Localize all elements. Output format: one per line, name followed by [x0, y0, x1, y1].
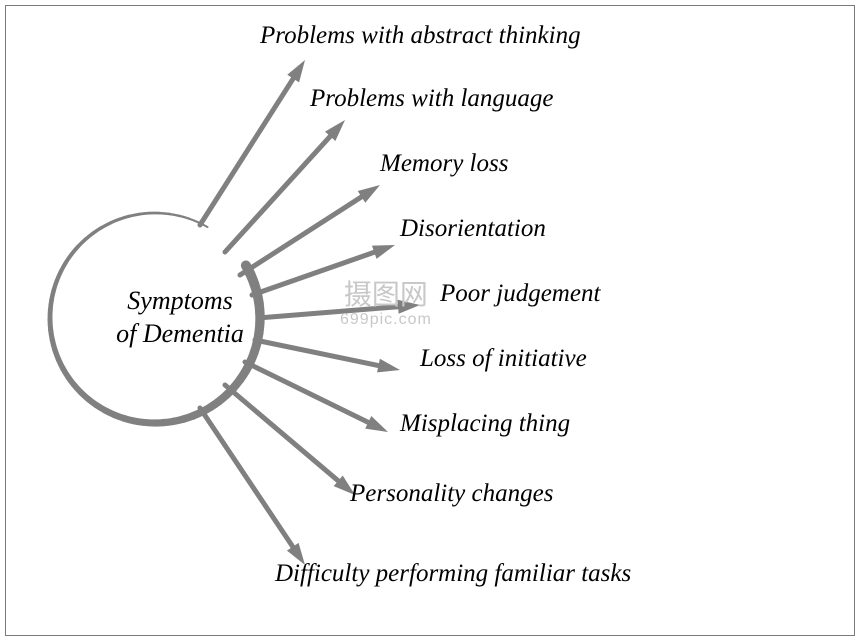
symptom-label: Disorientation: [400, 215, 546, 243]
arrow-head-icon: [377, 359, 400, 373]
arrow-head-icon: [365, 416, 388, 432]
arrow-shaft: [258, 307, 398, 318]
symptom-label: Problems with language: [310, 85, 554, 113]
arrow-head-icon: [287, 60, 305, 82]
symptom-label: Problems with abstract thinking: [260, 22, 581, 50]
arrow-head-icon: [398, 300, 420, 314]
arrow-shaft: [255, 340, 378, 366]
symptom-label: Loss of initiative: [420, 345, 587, 373]
symptom-label: Memory loss: [380, 150, 508, 178]
symptom-label: Difficulty performing familiar tasks: [275, 560, 631, 588]
diagram-stage: 摄图网 699pic.com Symptoms of Dementia Prob…: [0, 0, 860, 641]
center-line2: of Dementia: [95, 318, 265, 351]
arrow-head-icon: [372, 245, 395, 259]
arrow-shaft: [200, 79, 293, 225]
symptom-label: Poor judgement: [440, 280, 600, 308]
symptom-label: Personality changes: [350, 480, 553, 508]
symptom-label: Misplacing thing: [400, 410, 570, 438]
center-node-label: Symptoms of Dementia: [95, 285, 265, 350]
arrow-shaft: [252, 252, 374, 295]
arrow-shaft: [225, 136, 330, 252]
center-line1: Symptoms: [95, 285, 265, 318]
arrow-shaft: [245, 362, 368, 422]
